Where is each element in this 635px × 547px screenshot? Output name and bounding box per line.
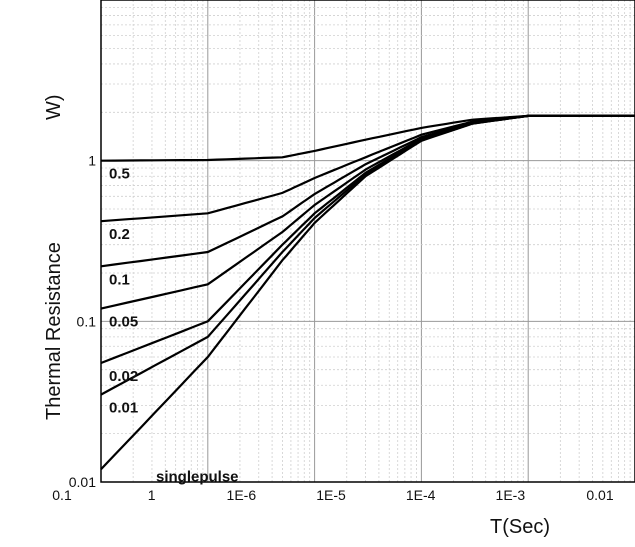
curve-label-singlepulse: singlepulse <box>156 468 239 485</box>
grid <box>100 0 635 483</box>
plot-frame <box>100 0 635 483</box>
x-tick-label: 1E-4 <box>406 487 436 503</box>
x-tick-label: 0.01 <box>586 487 613 503</box>
x-axis-title: T(Sec) <box>490 516 550 538</box>
curve-labels: 0.5 0.2 0.1 0.05 0.02 0.01 singlepulse <box>109 166 239 486</box>
y-tick-label: 0.1 <box>77 313 97 329</box>
x-tick-label: 1E-6 <box>227 487 257 503</box>
curve-0.02 <box>100 114 635 365</box>
y-tick-label: 1 <box>88 153 96 169</box>
x-tick-label: 1E-3 <box>496 487 526 503</box>
curve-singlepulse <box>100 114 635 471</box>
x-tick-label: 1 <box>148 487 156 503</box>
x-tick-labels: 0.1 1 1E-6 1E-5 1E-4 1E-3 0.01 <box>52 487 614 503</box>
curve-label-0.5: 0.5 <box>109 166 130 183</box>
x-tick-label: 1E-5 <box>316 487 346 503</box>
y-tick-label: 0.01 <box>69 474 96 490</box>
y-axis-title: Thermal Resistance <box>43 242 65 420</box>
curve-label-0.1: 0.1 <box>109 271 130 288</box>
curve-label-0.2: 0.2 <box>109 226 130 243</box>
curve-0.5 <box>100 114 635 162</box>
y-tick-labels: 1 0.1 0.01 <box>69 153 96 490</box>
curve-label-0.01: 0.01 <box>109 400 138 417</box>
x-tick-label: 0.1 <box>52 487 72 503</box>
curve-label-0.05: 0.05 <box>109 314 138 331</box>
curve-0.05 <box>100 114 635 310</box>
curves <box>100 114 635 471</box>
y-axis-unit-fragment: W) <box>43 94 65 120</box>
curve-label-0.02: 0.02 <box>109 368 138 385</box>
